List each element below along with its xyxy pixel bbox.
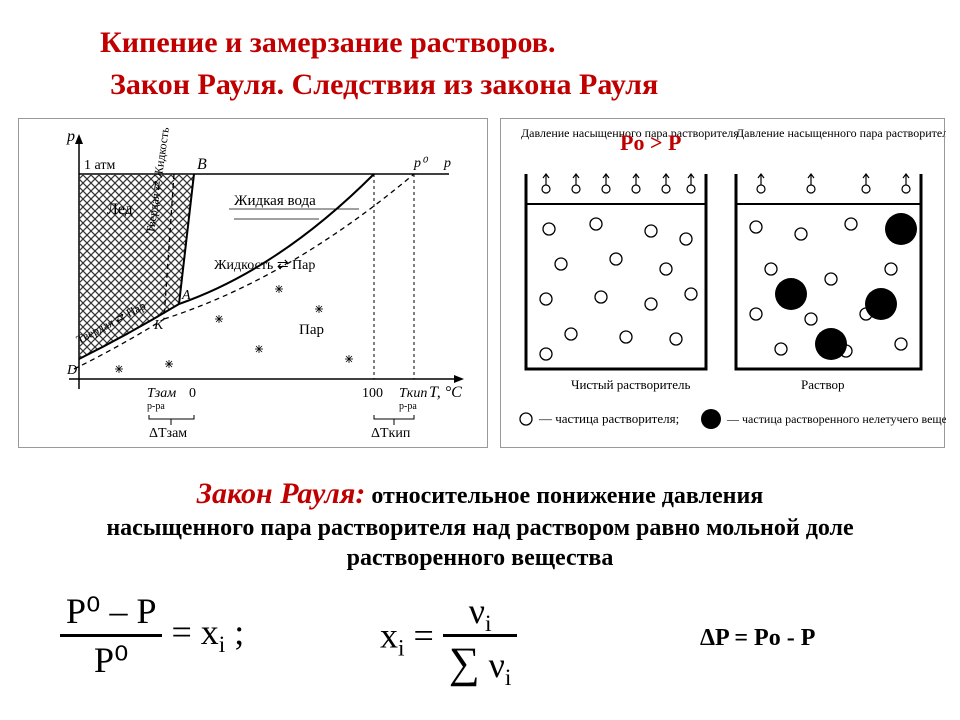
formula-row: P⁰ – P P⁰ = xi ; xi = νi ∑ νi ΔP = Po - … <box>60 590 900 700</box>
point-a: A <box>181 288 191 303</box>
p-label: p <box>443 156 451 171</box>
f1-tail: ; <box>225 612 244 652</box>
point-d: D <box>66 363 77 378</box>
formula-mole-fraction: xi = νi ∑ νi <box>380 590 517 688</box>
x-axis-label: T, °C <box>429 384 462 401</box>
pressure-inequality: Po > P <box>620 130 681 156</box>
point-k: K <box>153 318 164 333</box>
liquid-water-label: Жидкая вода <box>234 193 316 209</box>
law-name: Закон Рауля: <box>197 477 366 510</box>
vapor-label: Пар <box>299 322 324 338</box>
tick-tzam: Tзам <box>147 386 176 401</box>
formula-raoult-fraction: P⁰ – P P⁰ = xi ; <box>60 590 244 681</box>
f1-eq: = x <box>171 612 218 652</box>
legend-solute: — частица растворенного нелетучего вещес… <box>726 412 946 426</box>
f2-num-sub: i <box>485 611 492 637</box>
ice-label: Лед <box>107 201 133 218</box>
phase-diagram-svg: p T, °C 1 атм p⁰ p <box>19 119 489 449</box>
right-caption: Раствор <box>801 377 845 392</box>
f2-num-nu: ν <box>469 591 485 631</box>
tick-zero: 0 <box>189 386 196 401</box>
svg-text:р-ра: р-ра <box>399 401 417 412</box>
f2-eq: = <box>405 615 443 655</box>
law-text: Закон Рауля: относительное понижение дав… <box>50 475 910 573</box>
left-beaker: Чистый растворитель <box>526 174 706 392</box>
formula-delta-p: ΔP = Po - P <box>700 625 815 652</box>
f2-den-nu: ν <box>489 645 505 685</box>
beakers-figure: Давление насыщенного пара растворителя Д… <box>500 118 945 448</box>
tick-hundred: 100 <box>362 386 383 401</box>
right-header: Давление насыщенного пара растворителя <box>736 126 946 140</box>
delta-t-zam: ΔTзам <box>149 426 187 441</box>
beakers-svg: Давление насыщенного пара растворителя Д… <box>501 119 946 449</box>
f2-lhs-x: x <box>380 615 398 655</box>
delta-t-kip: ΔTкип <box>371 426 411 441</box>
legend-solvent: — частица растворителя; <box>538 411 679 426</box>
right-beaker: Раствор <box>736 174 921 392</box>
law-text-part1: относительное понижение давления <box>365 483 763 509</box>
title-main: Кипение и замерзание растворов. <box>100 26 555 60</box>
f2-sigma: ∑ <box>449 640 480 687</box>
slide: Кипение и замерзание растворов. Закон Ра… <box>0 0 960 720</box>
svg-text:р-ра: р-ра <box>147 401 165 412</box>
law-text-part2: насыщенного пара растворителя над раство… <box>106 515 853 571</box>
left-caption: Чистый растворитель <box>571 377 690 392</box>
p0-label: p⁰ <box>413 156 429 171</box>
y-axis-label: p <box>66 128 75 145</box>
f1-num: P⁰ – P <box>60 590 162 632</box>
point-b: B <box>197 156 207 173</box>
tick-tkip: Tкип <box>399 386 427 401</box>
f2-den-sub: i <box>505 665 512 691</box>
f1-den: P⁰ <box>60 639 162 681</box>
legend: — частица растворителя; — частица раство… <box>520 409 946 429</box>
title-sub: Закон Рауля. Следствия из закона Рауля <box>110 68 658 102</box>
liquid-vapor-label: Жидкость ⇄ Пар <box>214 258 315 273</box>
one-atm-label: 1 атм <box>84 158 115 173</box>
phase-diagram-figure: p T, °C 1 атм p⁰ p <box>18 118 488 448</box>
